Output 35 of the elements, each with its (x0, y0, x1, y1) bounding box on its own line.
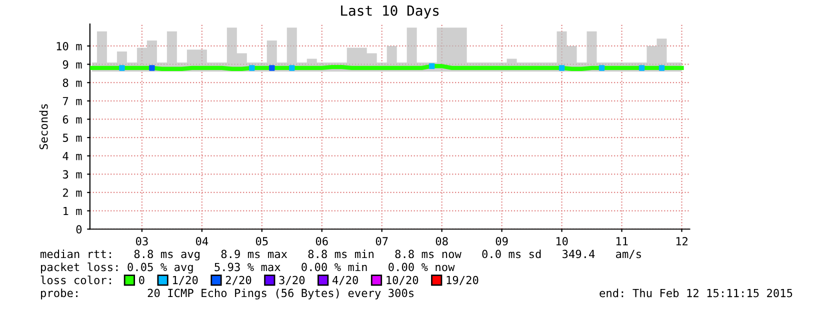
y-tick-label: 7 m (62, 97, 82, 106)
x-tick-label: 05 (256, 237, 268, 246)
text: end: Thu Feb 12 15:11:15 2015 (600, 288, 792, 298)
x-tick-label: 09 (496, 237, 508, 246)
x-tick-label: 11 (616, 237, 628, 246)
legend-label: 2/20 (226, 276, 252, 286)
text: median rtt: 8.8 ms avg 8.9 ms max 8.8 ms min 8.8 ms now 0.0 ms sd 349.4 am/s (40, 250, 641, 260)
text: probe: 20 ICMP Echo Pings (56 Bytes) every 300s (41, 288, 414, 300)
legend-label: 19/20 (446, 276, 478, 286)
x-tick-label: 07 (376, 237, 388, 246)
chart-title: Last 10 Days (341, 5, 439, 19)
legend-title: loss color: (40, 276, 111, 284)
y-tick-label: 9 m (62, 60, 82, 69)
y-tick-label: 10 m (56, 42, 82, 50)
y-tick-label: 4 m (62, 152, 82, 160)
legend-label: 3/20 (279, 276, 305, 286)
y-tick-label: 5 m (62, 134, 82, 142)
y-tick-label: 0 (76, 225, 82, 234)
x-tick-label: 10 (556, 237, 568, 246)
x-tick-label: 06 (316, 237, 328, 246)
y-tick-label: 2 m (63, 188, 82, 197)
y-axis-title: Seconds (39, 104, 48, 150)
legend-label: 1/20 (173, 276, 198, 286)
legend-label: 0 (139, 276, 144, 284)
legend-label: 10/20 (386, 276, 418, 286)
x-tick-label: 04 (196, 237, 208, 246)
x-tick-label: 12 (676, 237, 688, 246)
x-tick-label: 08 (436, 237, 448, 246)
y-tick-label: 3 m (62, 170, 82, 179)
legend-label: 4/20 (332, 276, 358, 286)
y-tick-label: 1 m (64, 206, 82, 216)
x-tick-label: 03 (136, 237, 148, 246)
text: packet loss: 0.05 % avg 5.93 % max 0.00 % min 0.00 % now (41, 262, 455, 274)
y-tick-label: 6 m (62, 115, 82, 124)
y-tick-label: 8 m (62, 78, 82, 88)
